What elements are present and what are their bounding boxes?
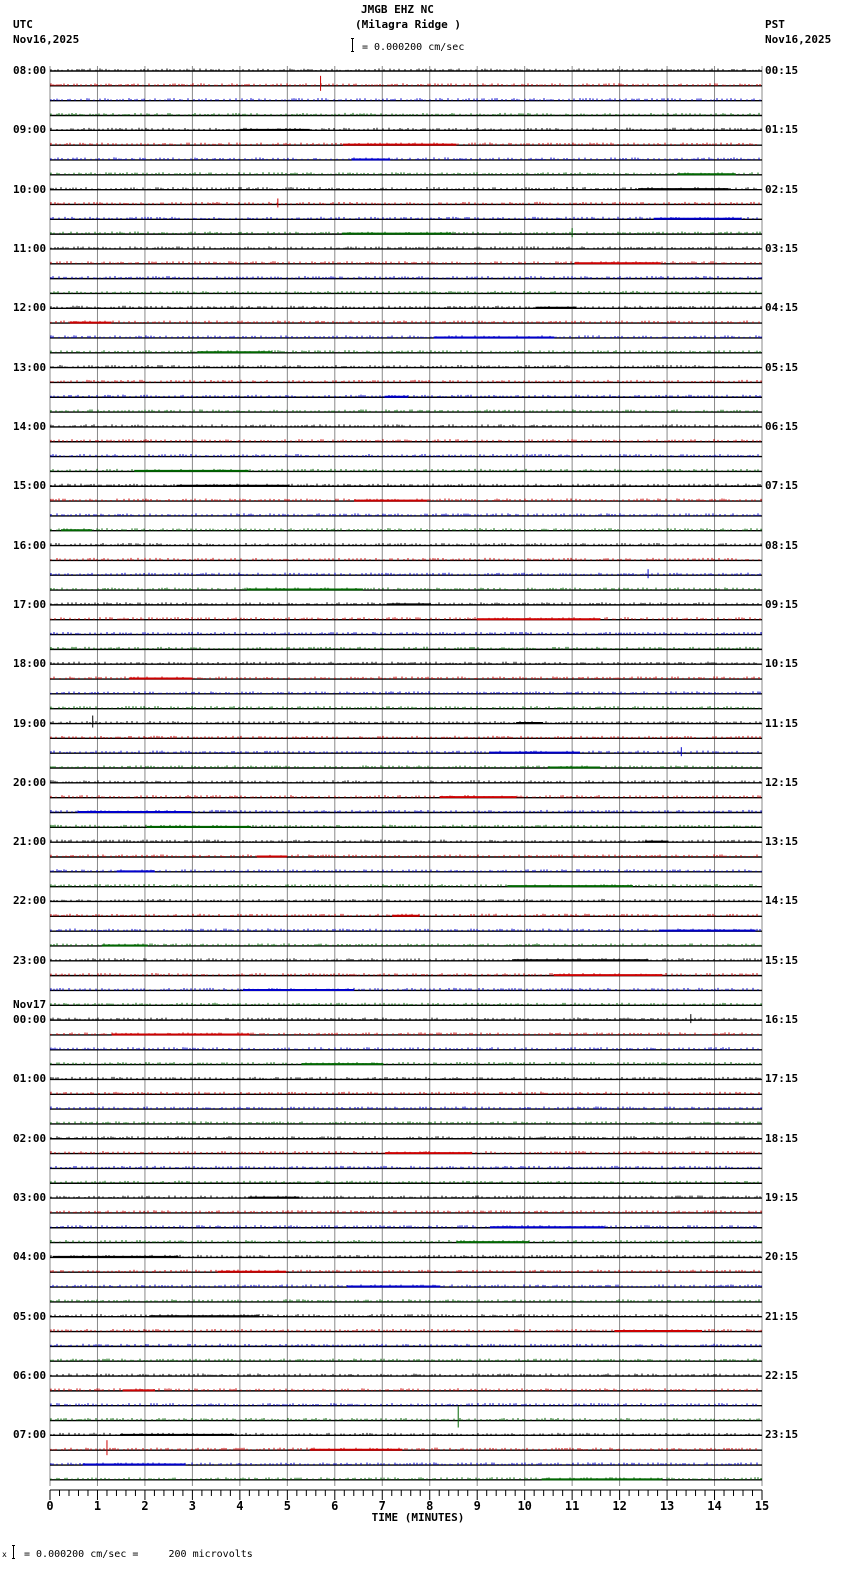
utc-hour-label: 18:00 bbox=[13, 657, 47, 671]
utc-hour-label: 14:00 bbox=[13, 419, 47, 433]
utc-hour-label: 08:00 bbox=[13, 64, 47, 77]
pst-hour-label: 15:15 bbox=[765, 953, 799, 967]
x-tick-label: 10 bbox=[517, 1499, 531, 1513]
pst-hour-label: 16:15 bbox=[765, 1013, 799, 1027]
pst-hour-label: 05:15 bbox=[765, 360, 799, 374]
pst-hour-label: 07:15 bbox=[765, 479, 799, 493]
pst-hour-label: 11:15 bbox=[765, 716, 799, 730]
pst-hour-label: 20:15 bbox=[765, 1250, 799, 1264]
pst-hour-label: 04:15 bbox=[765, 301, 799, 315]
utc-hour-label: 13:00 bbox=[13, 360, 47, 374]
utc-hour-label: 12:00 bbox=[13, 301, 47, 315]
pst-hour-label: 02:15 bbox=[765, 182, 799, 196]
pst-hour-label: 08:15 bbox=[765, 538, 799, 552]
scale-bar-icon bbox=[351, 38, 354, 52]
x-tick-label: 3 bbox=[189, 1499, 196, 1513]
utc-hour-label: 16:00 bbox=[13, 538, 47, 552]
utc-hour-label: 07:00 bbox=[13, 1428, 47, 1442]
utc-hour-label: 17:00 bbox=[13, 597, 47, 611]
x-tick-label: 11 bbox=[565, 1499, 579, 1513]
footer-scale-prefix: x bbox=[2, 1550, 7, 1559]
right-timezone: PST bbox=[765, 18, 785, 31]
pst-hour-label: 22:15 bbox=[765, 1369, 799, 1383]
x-tick-label: 1 bbox=[94, 1499, 101, 1513]
left-date: Nov16,2025 bbox=[13, 33, 80, 46]
utc-hour-label: 20:00 bbox=[13, 775, 47, 789]
utc-hour-label: 15:00 bbox=[13, 479, 47, 493]
pst-hour-label: 13:15 bbox=[765, 835, 799, 849]
pst-hour-label: 09:15 bbox=[765, 597, 799, 611]
footer-scale-text: = 0.000200 cm/sec = 200 microvolts bbox=[24, 1549, 253, 1560]
pst-hour-label: 23:15 bbox=[765, 1428, 799, 1442]
utc-hour-label: 06:00 bbox=[13, 1369, 47, 1383]
station-location: (Milagra Ridge ) bbox=[355, 18, 461, 31]
pst-hour-label: 17:15 bbox=[765, 1072, 799, 1086]
utc-hour-label: 23:00 bbox=[13, 953, 47, 967]
pst-hour-label: 21:15 bbox=[765, 1309, 799, 1323]
x-tick-label: 13 bbox=[660, 1499, 674, 1513]
right-date: Nov16,2025 bbox=[765, 33, 832, 46]
pst-hour-label: 06:15 bbox=[765, 419, 799, 433]
left-timezone: UTC bbox=[13, 18, 33, 31]
utc-hour-label: 22:00 bbox=[13, 894, 47, 908]
pst-hour-label: 12:15 bbox=[765, 775, 799, 789]
scale-label: = 0.000200 cm/sec bbox=[362, 42, 465, 53]
x-tick-label: 14 bbox=[707, 1499, 721, 1513]
pst-hour-label: 14:15 bbox=[765, 894, 799, 908]
utc-hour-label: 09:00 bbox=[13, 123, 47, 137]
x-tick-label: 4 bbox=[236, 1499, 243, 1513]
pst-hour-label: 10:15 bbox=[765, 657, 799, 671]
x-tick-label: 8 bbox=[426, 1499, 433, 1513]
utc-hour-label: 04:00 bbox=[13, 1250, 47, 1264]
utc-hour-label: 03:00 bbox=[13, 1191, 47, 1205]
utc-hour-label: 21:00 bbox=[13, 835, 47, 849]
utc-hour-label: 19:00 bbox=[13, 716, 47, 730]
utc-hour-label: 02:00 bbox=[13, 1131, 47, 1145]
footer-scale-bar-icon bbox=[12, 1545, 15, 1559]
pst-hour-label: 03:15 bbox=[765, 241, 799, 255]
x-tick-label: 2 bbox=[141, 1499, 148, 1513]
x-tick-label: 7 bbox=[379, 1499, 386, 1513]
x-tick-label: 12 bbox=[612, 1499, 626, 1513]
utc-hour-label: 00:00 bbox=[13, 1013, 47, 1027]
pst-hour-label: 19:15 bbox=[765, 1191, 799, 1205]
pst-hour-label: 01:15 bbox=[765, 123, 799, 137]
x-axis-label: TIME (MINUTES) bbox=[372, 1511, 465, 1524]
utc-hour-label: 10:00 bbox=[13, 182, 47, 196]
utc-hour-label: 05:00 bbox=[13, 1309, 47, 1323]
pst-hour-label: 18:15 bbox=[765, 1131, 799, 1145]
utc-hour-label: 11:00 bbox=[13, 241, 47, 255]
date-change-label: Nov17 bbox=[13, 998, 47, 1012]
x-tick-label: 5 bbox=[284, 1499, 291, 1513]
pst-hour-label: 00:15 bbox=[765, 64, 799, 77]
x-tick-label: 9 bbox=[474, 1499, 481, 1513]
station-title: JMGB EHZ NC bbox=[361, 3, 434, 16]
x-tick-label: 6 bbox=[331, 1499, 338, 1513]
utc-hour-label: 01:00 bbox=[13, 1072, 47, 1086]
x-tick-label: 0 bbox=[46, 1499, 53, 1513]
x-tick-label: 15 bbox=[755, 1499, 769, 1513]
